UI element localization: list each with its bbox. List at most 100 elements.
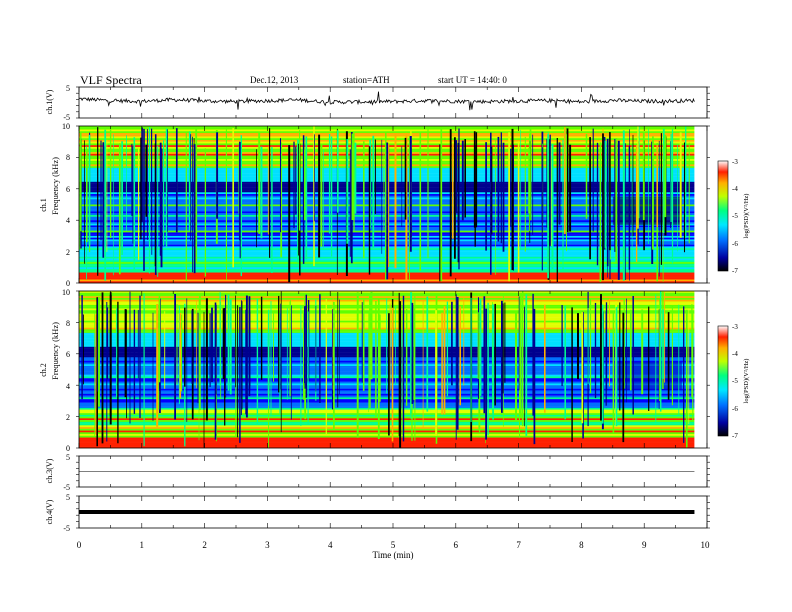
ch1-waveform-panel: 5 -5 ch.1(V) [45, 84, 708, 122]
ch1-cbar-tick-3: -3 [732, 158, 738, 166]
ch2-cbar-tick-3: -3 [732, 323, 738, 331]
ch1-colorbar-label: log(PSD)(V²/Hz) [743, 194, 750, 239]
spectrogram-row [79, 418, 695, 421]
time-tick-marks [76, 86, 710, 529]
xtick-6: 6 [454, 540, 459, 550]
ch2-colorbar-label: log(PSD)(V²/Hz) [743, 359, 750, 404]
ch1-ytick-0: 0 [66, 279, 70, 288]
spectrogram-row [79, 126, 695, 128]
ch1-ytick-top: 5 [66, 84, 70, 93]
spectrogram-row [79, 400, 695, 403]
ch4-ylabel: ch.4(V) [45, 499, 54, 524]
spectrogram-row [79, 136, 695, 139]
spectrogram-row [79, 432, 695, 435]
spectrogram-row [79, 393, 695, 396]
station-label: station=ATH [343, 75, 390, 85]
ch2-ytick-6: 6 [66, 350, 70, 359]
ch1-channel-label: ch.1 [39, 198, 48, 212]
ch3-ylabel: ch.3(V) [45, 458, 54, 483]
spectrogram-row [79, 427, 695, 430]
ch3-waveform-panel: 5 -5 ch.3(V) [45, 453, 708, 492]
ch2-spectrogram-image [79, 291, 707, 449]
spectrogram-row [79, 279, 695, 282]
spectrogram-row [79, 411, 695, 414]
spectrogram-row [79, 132, 695, 135]
xtick-2: 2 [202, 540, 207, 550]
xtick-3: 3 [265, 540, 270, 550]
spectrogram-row [79, 399, 695, 402]
spectrogram-row [79, 409, 695, 412]
xtick-7: 7 [516, 540, 521, 550]
spectrogram-row [79, 138, 695, 141]
spectrogram-row [79, 134, 695, 137]
spectrogram-row [79, 444, 695, 447]
ch2-cbar-tick-7: -7 [732, 432, 738, 440]
spectrogram-row [79, 421, 695, 424]
ch1-waveform-trace [78, 91, 695, 111]
spectrogram-no-data [694, 126, 707, 283]
ch1-cbar-tick-5: -5 [732, 212, 738, 220]
ch2-frequency-label: Frequency (kHz) [50, 322, 60, 380]
spectrogram-row [79, 404, 695, 407]
spectrogram-row [79, 281, 695, 284]
ch1-ytick-2: 2 [66, 248, 70, 257]
spectrogram-row [79, 425, 695, 428]
ch1-ylabel: ch.1(V) [45, 89, 54, 114]
ch1-cbar-tick-7: -7 [732, 267, 738, 275]
ch4-waveform-panel: 5 -5 ch.4(V) [45, 493, 708, 533]
spectrogram-row [79, 395, 695, 398]
ch1-waveform-line [78, 91, 695, 111]
spectrogram-row [79, 296, 695, 299]
ch2-ytick-0: 0 [66, 444, 70, 453]
spectrogram-no-data [694, 291, 707, 448]
ch4-ytick-bottom: -5 [63, 524, 70, 533]
spectrogram-row [79, 294, 695, 297]
xtick-1: 1 [140, 540, 145, 550]
xtick-4: 4 [328, 540, 333, 550]
ch2-cbar-tick-4: -4 [732, 350, 738, 358]
figure-title: VLF Spectra [80, 73, 142, 87]
ch2-ytick-4: 4 [66, 382, 70, 391]
ch2-ytick-2: 2 [66, 413, 70, 422]
spectrogram-row [79, 129, 695, 132]
xtick-9: 9 [642, 540, 647, 550]
ch2-channel-label: ch.2 [39, 363, 48, 377]
xtick-10: 10 [701, 540, 711, 550]
xtick-0: 0 [77, 540, 82, 550]
spectrogram-row [79, 139, 695, 142]
ch3-ytick-top: 5 [66, 453, 70, 462]
spectrogram-row [79, 441, 695, 443]
spectrogram-row [79, 439, 695, 442]
date-label: Dec.12, 2013 [250, 75, 299, 85]
spectrogram-row [79, 437, 695, 440]
spectrogram-row [79, 446, 695, 449]
ch2-cbar-tick-5: -5 [732, 377, 738, 385]
xtick-5: 5 [391, 540, 396, 550]
ch1-ytick-bottom: -5 [63, 113, 70, 122]
spectrogram-row [79, 416, 695, 419]
ch1-spectrogram-image [79, 126, 707, 284]
spectrogram-row [79, 420, 695, 423]
spectrogram-row [79, 291, 695, 293]
ch1-frequency-label: Frequency (kHz) [50, 157, 60, 215]
spectrogram-row [79, 407, 695, 410]
spectrogram-row [79, 435, 695, 438]
ch2-ytick-8: 8 [66, 319, 70, 328]
spectrogram-row [79, 131, 695, 134]
spectrogram-row [79, 127, 695, 130]
ch1-ytick-10: 10 [62, 122, 70, 131]
time-axis: 0 1 2 3 4 5 6 7 8 9 10 Time (min) [77, 540, 710, 560]
ch1-ytick-6: 6 [66, 185, 70, 194]
spectrogram-row [79, 423, 695, 426]
ch1-ytick-4: 4 [66, 216, 70, 225]
spectrogram-row [79, 442, 695, 445]
ch2-spectrogram-panel: 10 8 6 4 2 0 ch.2 Frequency (kHz) -3 -4 … [39, 288, 750, 453]
ch2-ytick-10: 10 [62, 288, 70, 297]
ch3-ytick-bottom: -5 [63, 483, 70, 492]
start-time-label: start UT = 14:40: 0 [438, 75, 507, 85]
x-axis-label: Time (min) [373, 550, 414, 560]
spectrogram-row [79, 434, 695, 436]
spectrogram-row [79, 406, 695, 409]
spectrogram-row [79, 414, 695, 417]
